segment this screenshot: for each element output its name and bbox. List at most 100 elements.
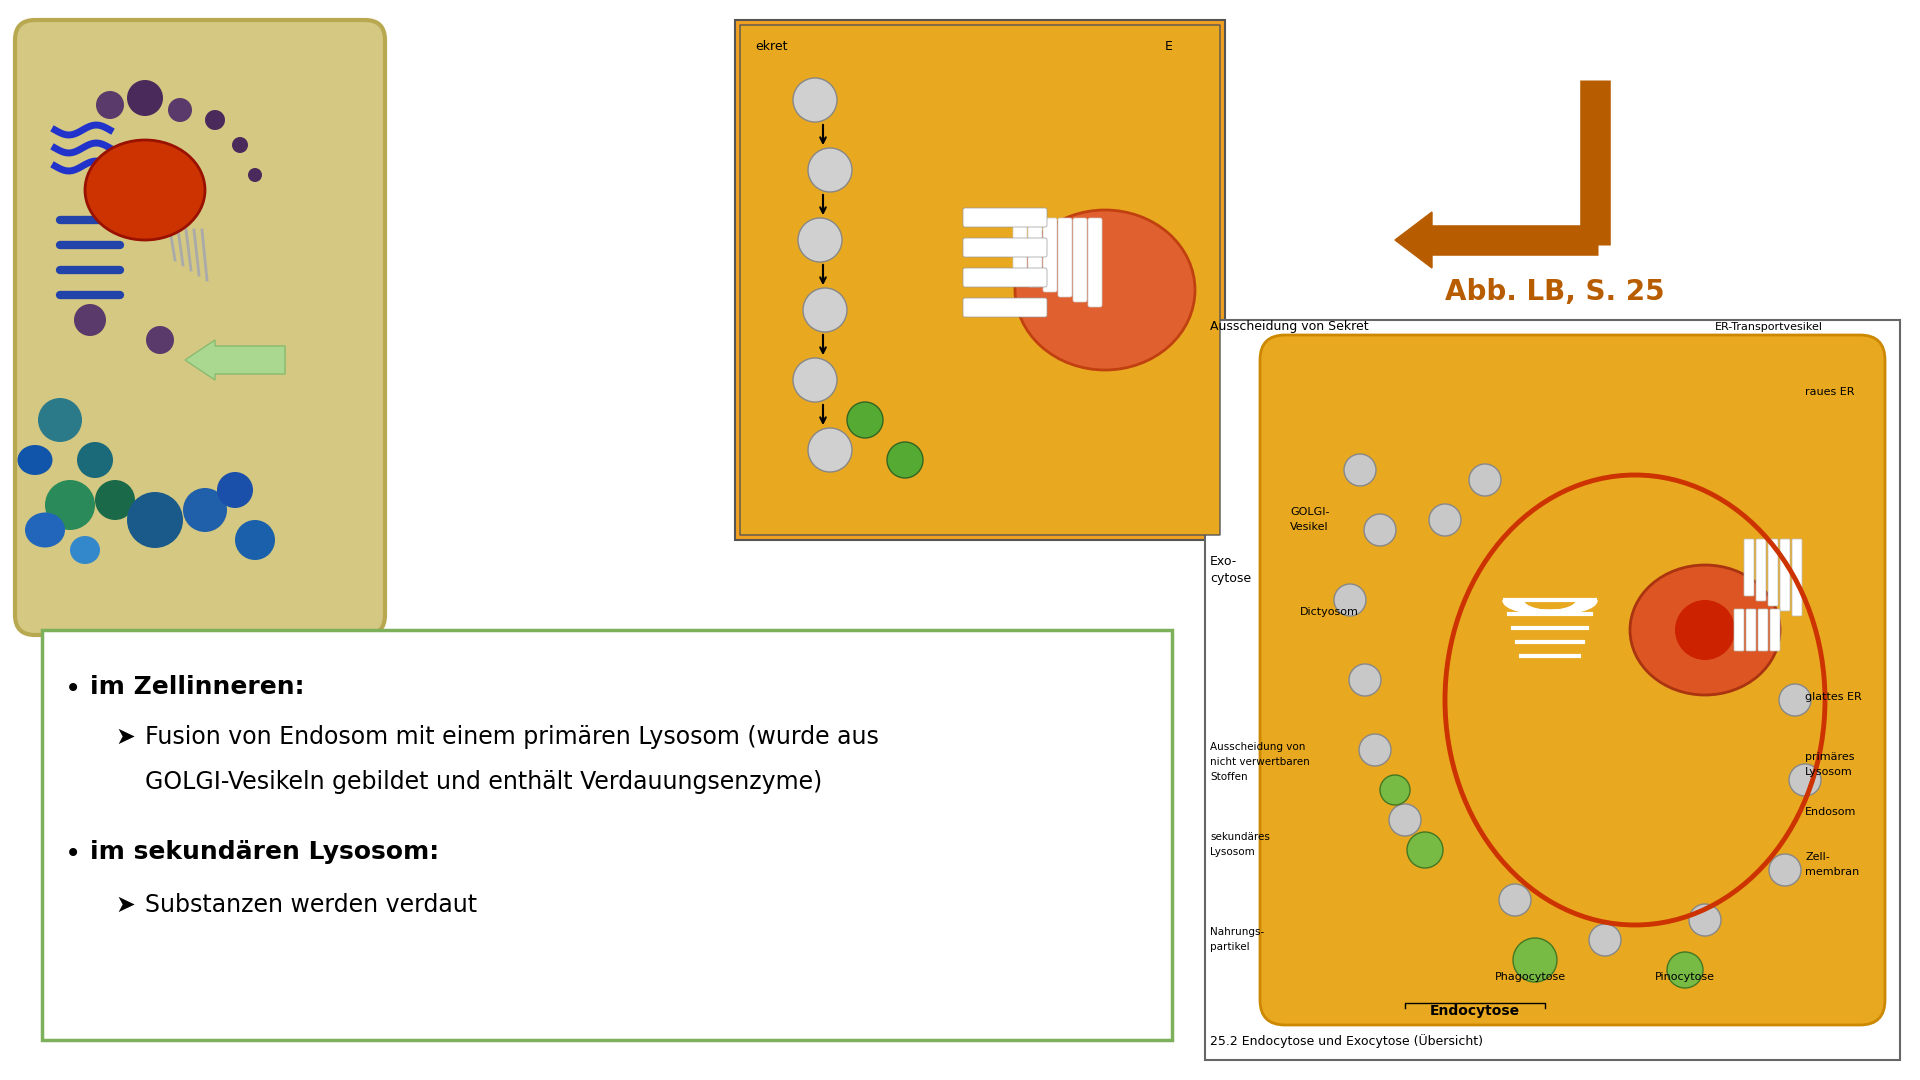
Circle shape bbox=[1469, 464, 1501, 496]
Bar bbox=[735, 21, 1225, 540]
Bar bbox=[15, 30, 386, 625]
Text: •: • bbox=[65, 840, 81, 868]
Ellipse shape bbox=[69, 536, 100, 564]
Circle shape bbox=[94, 480, 134, 519]
Text: cytose: cytose bbox=[1210, 572, 1252, 585]
Circle shape bbox=[1363, 514, 1396, 546]
Circle shape bbox=[1789, 764, 1820, 796]
Text: Endosom: Endosom bbox=[1805, 807, 1857, 816]
FancyBboxPatch shape bbox=[739, 25, 1219, 535]
Circle shape bbox=[127, 80, 163, 116]
Circle shape bbox=[1513, 939, 1557, 982]
Circle shape bbox=[1344, 454, 1377, 486]
FancyBboxPatch shape bbox=[1073, 218, 1087, 302]
FancyBboxPatch shape bbox=[1757, 539, 1766, 600]
FancyBboxPatch shape bbox=[1058, 218, 1071, 297]
Text: GOLGI-: GOLGI- bbox=[1290, 507, 1329, 517]
Text: primäres: primäres bbox=[1805, 752, 1855, 762]
Circle shape bbox=[77, 442, 113, 478]
FancyBboxPatch shape bbox=[964, 268, 1046, 287]
Circle shape bbox=[808, 148, 852, 192]
Text: E: E bbox=[1165, 40, 1173, 53]
Circle shape bbox=[1768, 854, 1801, 886]
FancyBboxPatch shape bbox=[15, 21, 386, 635]
Bar bbox=[1206, 320, 1901, 1059]
Circle shape bbox=[217, 472, 253, 508]
Circle shape bbox=[1388, 804, 1421, 836]
FancyBboxPatch shape bbox=[1743, 539, 1755, 596]
Circle shape bbox=[232, 137, 248, 153]
Text: Ausscheidung von Sekret: Ausscheidung von Sekret bbox=[1210, 320, 1369, 333]
Text: ➤: ➤ bbox=[115, 893, 134, 917]
Circle shape bbox=[799, 218, 843, 262]
FancyBboxPatch shape bbox=[1043, 218, 1058, 292]
Text: sekundäres: sekundäres bbox=[1210, 832, 1269, 842]
Text: Nahrungs-: Nahrungs- bbox=[1210, 927, 1263, 937]
Text: glattes ER: glattes ER bbox=[1805, 692, 1862, 702]
Circle shape bbox=[1428, 504, 1461, 536]
FancyBboxPatch shape bbox=[1014, 218, 1027, 282]
Circle shape bbox=[1334, 584, 1365, 616]
Text: GOLGI-Vesikeln gebildet und enthält Verdauungsenzyme): GOLGI-Vesikeln gebildet und enthält Verd… bbox=[146, 770, 822, 794]
FancyBboxPatch shape bbox=[1745, 609, 1757, 651]
Ellipse shape bbox=[1016, 210, 1194, 370]
Circle shape bbox=[38, 399, 83, 442]
Text: Stoffen: Stoffen bbox=[1210, 772, 1248, 782]
Circle shape bbox=[1590, 924, 1620, 956]
Circle shape bbox=[205, 110, 225, 130]
Circle shape bbox=[1359, 734, 1390, 766]
Text: Exo-: Exo- bbox=[1210, 555, 1236, 568]
Text: nicht verwertbaren: nicht verwertbaren bbox=[1210, 757, 1309, 767]
Text: Vesikel: Vesikel bbox=[1290, 522, 1329, 532]
Circle shape bbox=[1350, 664, 1380, 696]
Polygon shape bbox=[1396, 212, 1432, 268]
FancyBboxPatch shape bbox=[964, 208, 1046, 227]
Text: Fusion von Endosom mit einem primären Lysosom (wurde aus: Fusion von Endosom mit einem primären Ly… bbox=[146, 725, 879, 750]
Ellipse shape bbox=[1630, 565, 1780, 696]
FancyBboxPatch shape bbox=[1759, 609, 1768, 651]
Circle shape bbox=[169, 98, 192, 122]
Text: raues ER: raues ER bbox=[1805, 387, 1855, 397]
Circle shape bbox=[847, 402, 883, 438]
Circle shape bbox=[44, 480, 94, 530]
Text: Substanzen werden verdaut: Substanzen werden verdaut bbox=[146, 893, 478, 917]
Text: ER-Transportvesikel: ER-Transportvesikel bbox=[1715, 322, 1822, 332]
Circle shape bbox=[234, 519, 275, 561]
Ellipse shape bbox=[25, 513, 65, 548]
Circle shape bbox=[96, 91, 125, 119]
Text: ➤: ➤ bbox=[115, 725, 134, 750]
Ellipse shape bbox=[17, 445, 52, 475]
Circle shape bbox=[803, 288, 847, 332]
Circle shape bbox=[182, 488, 227, 532]
Circle shape bbox=[793, 78, 837, 122]
Circle shape bbox=[808, 428, 852, 472]
Text: im sekundären Lysosom:: im sekundären Lysosom: bbox=[90, 840, 440, 864]
Circle shape bbox=[248, 168, 261, 183]
FancyBboxPatch shape bbox=[1770, 609, 1780, 651]
Text: Pinocytose: Pinocytose bbox=[1655, 972, 1715, 982]
Text: Endocytose: Endocytose bbox=[1430, 1004, 1521, 1018]
FancyBboxPatch shape bbox=[1791, 539, 1803, 616]
Circle shape bbox=[1780, 684, 1811, 716]
Circle shape bbox=[75, 303, 106, 336]
Text: membran: membran bbox=[1805, 867, 1859, 877]
Circle shape bbox=[793, 357, 837, 402]
Circle shape bbox=[1667, 951, 1703, 988]
Text: Ausscheidung von: Ausscheidung von bbox=[1210, 742, 1306, 752]
Text: ekret: ekret bbox=[755, 40, 787, 53]
Circle shape bbox=[1500, 885, 1530, 916]
Circle shape bbox=[1674, 600, 1736, 660]
Bar bbox=[42, 630, 1171, 1040]
FancyBboxPatch shape bbox=[1768, 539, 1778, 606]
Text: partikel: partikel bbox=[1210, 942, 1250, 951]
Text: Lysosom: Lysosom bbox=[1210, 847, 1256, 858]
Circle shape bbox=[1690, 904, 1720, 936]
Circle shape bbox=[1407, 832, 1444, 868]
FancyBboxPatch shape bbox=[1089, 218, 1102, 307]
Text: Abb. LB, S. 25: Abb. LB, S. 25 bbox=[1446, 278, 1665, 306]
FancyBboxPatch shape bbox=[1027, 218, 1043, 287]
FancyBboxPatch shape bbox=[1780, 539, 1789, 611]
Circle shape bbox=[127, 492, 182, 548]
Text: Dictyosom: Dictyosom bbox=[1300, 607, 1359, 617]
FancyBboxPatch shape bbox=[1260, 335, 1885, 1025]
